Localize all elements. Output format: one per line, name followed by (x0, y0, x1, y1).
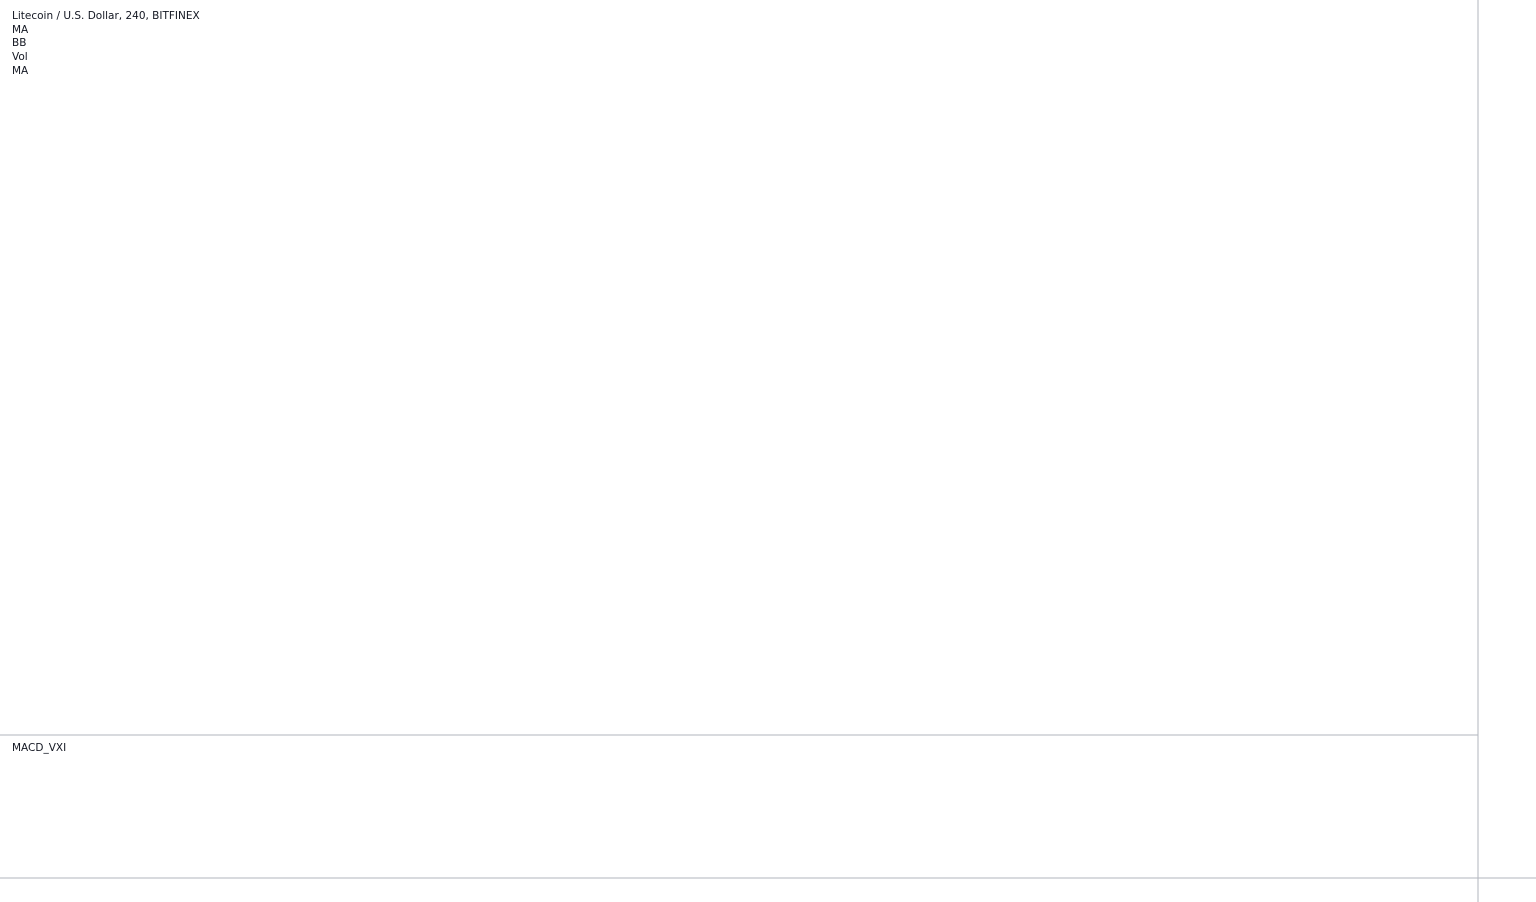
indicator-label: MA (12, 65, 29, 77)
indicator-label: Vol (12, 51, 28, 63)
macd-title: MACD_VXI (12, 742, 66, 754)
indicator-label: BB (12, 37, 26, 49)
indicator-label: MA (12, 24, 29, 36)
symbol-title: Litecoin / U.S. Dollar, 240, BITFINEX (12, 10, 200, 22)
